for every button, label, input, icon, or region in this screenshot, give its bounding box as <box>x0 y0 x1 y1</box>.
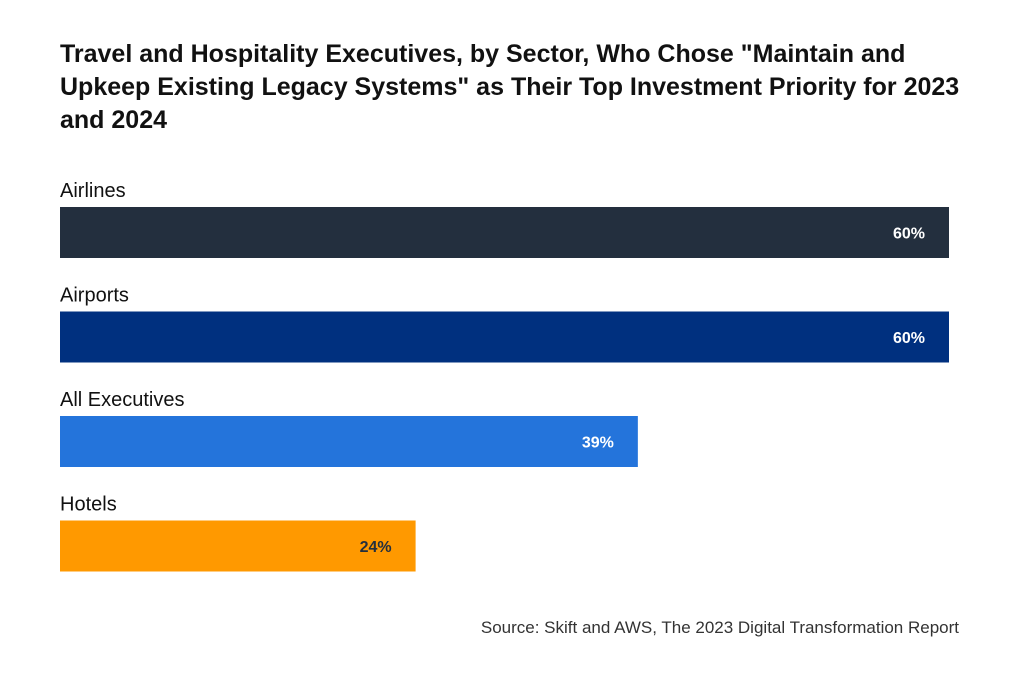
bar-value-label: 60% <box>893 330 925 347</box>
bars-layer: Airlines 60% Airports 60% All Executives 39% H… <box>60 180 949 572</box>
category-label: All Executives <box>60 389 185 411</box>
bar <box>60 520 416 572</box>
bar <box>60 416 638 467</box>
bar-value-label: 39% <box>582 435 614 452</box>
source-note: Source: Skift and AWS, The 2023 Digital … <box>480 618 959 637</box>
chart-title: Travel and Hospitality Executives, by Se… <box>60 40 960 134</box>
bar-value-label: 60% <box>893 226 925 243</box>
bar <box>60 207 949 258</box>
bar-value-label: 24% <box>360 539 392 556</box>
category-label: Hotels <box>60 494 117 516</box>
bar <box>60 311 949 363</box>
category-label: Airlines <box>60 180 126 202</box>
category-label: Airports <box>60 285 129 307</box>
